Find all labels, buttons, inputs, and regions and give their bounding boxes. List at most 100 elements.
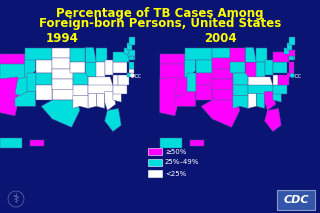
- Polygon shape: [248, 85, 273, 94]
- Polygon shape: [96, 94, 105, 108]
- Polygon shape: [52, 58, 70, 69]
- Polygon shape: [290, 62, 294, 69]
- Polygon shape: [52, 79, 73, 89]
- Polygon shape: [88, 77, 113, 85]
- Text: ≥50%: ≥50%: [165, 148, 186, 154]
- Polygon shape: [212, 89, 237, 100]
- Polygon shape: [273, 94, 281, 102]
- Polygon shape: [245, 47, 256, 62]
- Polygon shape: [52, 47, 70, 58]
- Polygon shape: [256, 62, 265, 77]
- Polygon shape: [287, 50, 295, 56]
- Polygon shape: [273, 52, 290, 62]
- Polygon shape: [212, 47, 230, 58]
- Bar: [148, 159, 162, 166]
- Polygon shape: [113, 94, 121, 102]
- Polygon shape: [130, 69, 134, 73]
- Polygon shape: [130, 37, 135, 45]
- Polygon shape: [105, 108, 121, 131]
- Polygon shape: [212, 69, 233, 79]
- Polygon shape: [233, 73, 248, 85]
- Polygon shape: [212, 58, 230, 69]
- Polygon shape: [290, 69, 294, 73]
- Polygon shape: [113, 75, 118, 85]
- Polygon shape: [290, 37, 295, 45]
- Polygon shape: [28, 73, 36, 92]
- Polygon shape: [273, 85, 287, 94]
- Polygon shape: [278, 75, 290, 85]
- Polygon shape: [130, 56, 134, 60]
- Polygon shape: [113, 52, 130, 62]
- Polygon shape: [256, 94, 265, 108]
- Polygon shape: [248, 77, 273, 85]
- Polygon shape: [0, 77, 20, 116]
- Polygon shape: [70, 62, 85, 73]
- Polygon shape: [70, 47, 85, 62]
- Text: 25%–49%: 25%–49%: [165, 160, 199, 166]
- Polygon shape: [160, 54, 185, 64]
- Polygon shape: [196, 73, 212, 85]
- Polygon shape: [196, 85, 212, 100]
- Polygon shape: [188, 73, 196, 92]
- Polygon shape: [212, 79, 233, 89]
- Polygon shape: [245, 62, 256, 77]
- Text: CDC: CDC: [283, 195, 309, 205]
- Polygon shape: [134, 56, 135, 60]
- Polygon shape: [256, 47, 268, 62]
- Polygon shape: [127, 73, 132, 77]
- Polygon shape: [85, 62, 96, 77]
- Polygon shape: [273, 75, 278, 85]
- Bar: [148, 148, 162, 155]
- Polygon shape: [196, 60, 212, 73]
- Polygon shape: [15, 73, 36, 98]
- Polygon shape: [36, 60, 52, 73]
- Polygon shape: [265, 108, 281, 131]
- Polygon shape: [105, 92, 116, 111]
- Polygon shape: [160, 64, 185, 79]
- Polygon shape: [118, 75, 130, 85]
- Polygon shape: [52, 69, 73, 79]
- Text: ⚕: ⚕: [12, 193, 20, 206]
- Polygon shape: [36, 73, 52, 85]
- Polygon shape: [273, 62, 287, 73]
- Text: 1994: 1994: [45, 32, 78, 45]
- Polygon shape: [41, 100, 80, 127]
- Polygon shape: [52, 89, 77, 100]
- Polygon shape: [15, 92, 36, 106]
- Polygon shape: [287, 43, 292, 50]
- Polygon shape: [230, 62, 245, 73]
- Text: Foreign-born Persons, United States: Foreign-born Persons, United States: [39, 17, 281, 30]
- Polygon shape: [73, 85, 88, 96]
- Text: DC: DC: [134, 74, 141, 79]
- Polygon shape: [175, 92, 196, 106]
- Text: 2004: 2004: [204, 32, 236, 45]
- Polygon shape: [230, 47, 245, 62]
- Polygon shape: [284, 47, 290, 54]
- Polygon shape: [127, 50, 135, 56]
- Polygon shape: [190, 140, 204, 146]
- Text: Percentage of TB Cases Among: Percentage of TB Cases Among: [56, 7, 264, 20]
- FancyBboxPatch shape: [277, 190, 315, 210]
- Polygon shape: [36, 85, 52, 100]
- Polygon shape: [124, 47, 130, 54]
- Polygon shape: [88, 85, 113, 94]
- Polygon shape: [160, 138, 182, 148]
- Polygon shape: [265, 60, 273, 75]
- Polygon shape: [25, 47, 52, 60]
- Bar: [148, 170, 162, 177]
- Polygon shape: [85, 47, 96, 62]
- Polygon shape: [265, 92, 276, 111]
- Polygon shape: [294, 56, 295, 60]
- Polygon shape: [0, 138, 22, 148]
- Polygon shape: [130, 62, 134, 69]
- Polygon shape: [113, 62, 127, 73]
- Polygon shape: [73, 96, 88, 108]
- Polygon shape: [96, 47, 108, 62]
- Polygon shape: [233, 96, 248, 108]
- Polygon shape: [160, 77, 180, 116]
- Polygon shape: [248, 94, 256, 108]
- Polygon shape: [30, 140, 44, 146]
- Polygon shape: [201, 100, 240, 127]
- Polygon shape: [88, 94, 96, 108]
- Polygon shape: [287, 73, 292, 77]
